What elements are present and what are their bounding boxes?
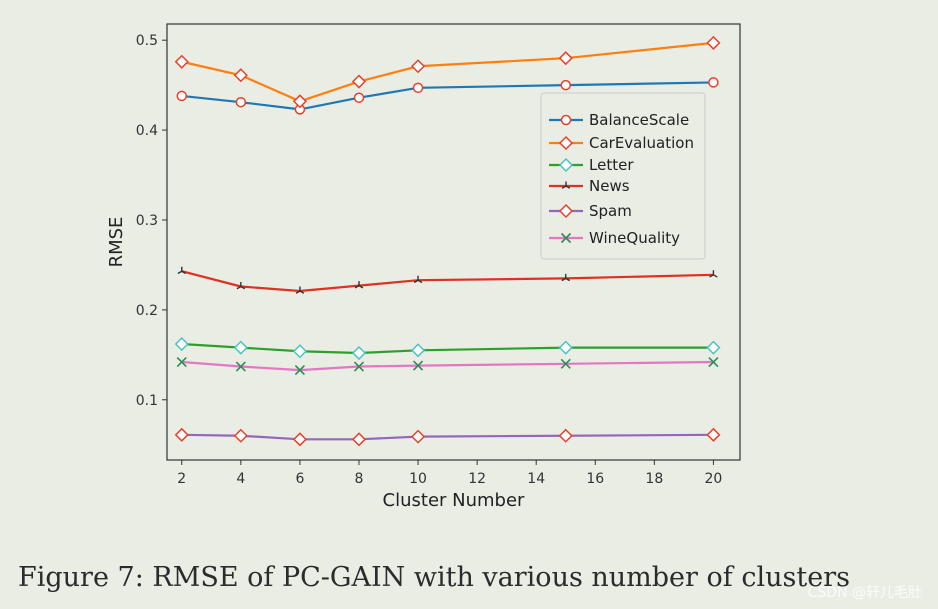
data-point [351, 74, 367, 89]
data-point [412, 360, 424, 371]
x-tick-label: 16 [586, 471, 604, 487]
data-point [233, 68, 248, 83]
x-tick-label: 14 [527, 471, 545, 487]
legend-box [540, 92, 706, 260]
series-line [181, 360, 714, 372]
data-point [351, 432, 367, 447]
data-point [351, 345, 367, 361]
data-point [708, 356, 719, 368]
data-point [292, 94, 307, 109]
data-point [353, 92, 365, 103]
legend-entry-balancescale: BalanceScale [549, 111, 689, 129]
legend-entry-spam: Spam [549, 202, 632, 220]
data-point [236, 281, 246, 290]
legend-entry-carevaluation: CarEvaluation [549, 134, 694, 152]
x-tick-label: 4 [236, 471, 245, 487]
data-point [706, 340, 721, 355]
figure-caption: Figure 7: RMSE of PC-GAIN with various n… [18, 562, 850, 593]
data-point [410, 429, 426, 444]
data-point [708, 77, 719, 88]
legend-label: Letter [589, 156, 634, 174]
legend-marker [558, 203, 574, 219]
legend-label: News [589, 177, 630, 195]
data-point [177, 266, 187, 275]
series-carevaluation [174, 35, 721, 109]
legend-entry-winequality: WineQuality [549, 229, 680, 247]
series-winequality [176, 356, 719, 376]
data-point [174, 336, 189, 352]
legend-label: BalanceScale [589, 111, 689, 129]
x-tick-label: 20 [705, 471, 723, 487]
y-tick-label: 0.3 [136, 213, 158, 229]
axis-ticks: 2 4 6 8 10 12 14 16 18 20 0.1 0.2 0.3 0.4 0.5 [136, 33, 723, 487]
data-point [235, 96, 247, 108]
data-point [174, 427, 189, 442]
y-tick-label: 0.2 [136, 303, 158, 319]
x-tick-label: 6 [295, 471, 304, 487]
data-point [706, 427, 721, 442]
data-point [410, 59, 426, 74]
data-point [292, 432, 307, 447]
data-point [561, 273, 571, 282]
data-point [294, 365, 305, 376]
data-point [233, 428, 248, 443]
legend-marker [560, 114, 572, 126]
watermark: CSDN @轩儿毛肚 [807, 585, 922, 601]
data-point [295, 286, 305, 294]
series-news [177, 266, 718, 294]
legend-label: WineQuality [589, 229, 680, 247]
data-point [558, 51, 573, 66]
legend-label: Spam [589, 202, 632, 220]
y-tick-label: 0.5 [136, 33, 158, 49]
series-balancescale [176, 77, 719, 115]
x-tick-label: 2 [177, 471, 186, 487]
legend-label: CarEvaluation [589, 134, 694, 152]
data-point [176, 356, 187, 368]
data-point [709, 270, 718, 278]
series-line [181, 270, 714, 293]
legend: BalanceScale CarEvaluation Letter News Spam W… [540, 92, 706, 260]
legend-entry-news: News [549, 177, 630, 195]
series-line [181, 342, 714, 355]
series-layer [174, 35, 721, 447]
data-point [706, 35, 721, 50]
legend-marker [561, 181, 571, 189]
data-point [174, 54, 189, 69]
data-point [413, 275, 423, 284]
y-tick-label: 0.4 [136, 123, 158, 139]
series-letter [174, 336, 721, 361]
legend-entry-letter: Letter [549, 156, 634, 174]
data-point [176, 90, 188, 102]
line-chart: 2 4 6 8 10 12 14 16 18 20 0.1 0.2 0.3 0.4 0.5 Cluster … [106, 23, 741, 511]
x-tick-label: 10 [409, 471, 427, 487]
x-axis-label: Cluster Number [383, 490, 526, 511]
y-axis-label: RMSE [106, 217, 127, 268]
data-point [353, 361, 365, 372]
legend-marker [558, 157, 574, 173]
data-point [233, 340, 248, 355]
x-tick-label: 18 [645, 471, 663, 487]
y-tick-label: 0.1 [136, 393, 158, 409]
x-tick-label: 12 [468, 471, 486, 487]
plot-frame [166, 23, 741, 461]
data-point [292, 344, 307, 359]
data-point [354, 281, 364, 289]
series-spam [174, 427, 721, 447]
legend-marker [560, 232, 572, 244]
data-point [412, 82, 424, 94]
data-point [558, 428, 573, 443]
data-point [560, 79, 571, 91]
data-point [410, 343, 426, 358]
x-tick-label: 8 [355, 471, 364, 487]
data-point [558, 340, 573, 355]
legend-marker [558, 135, 574, 151]
series-line [181, 433, 714, 441]
data-point [560, 358, 571, 369]
data-point [235, 361, 246, 372]
